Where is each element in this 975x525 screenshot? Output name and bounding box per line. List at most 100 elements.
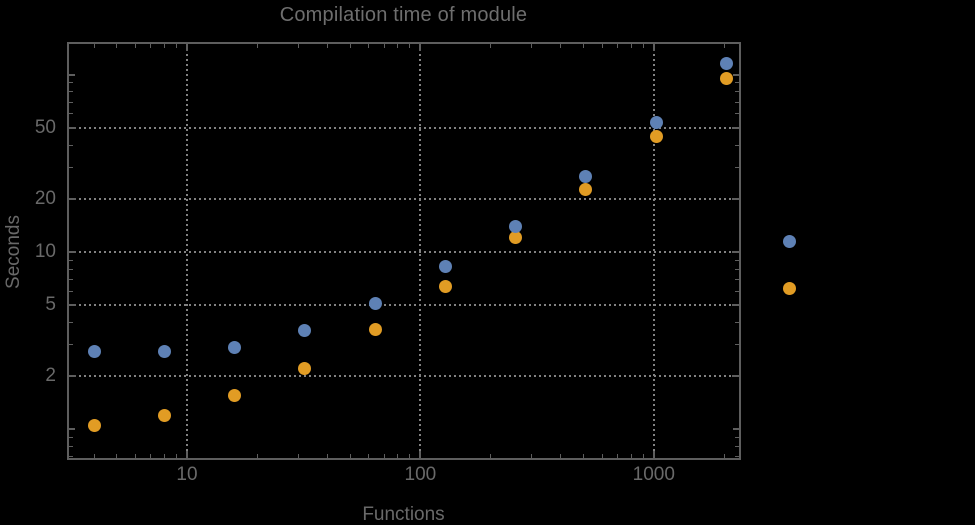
y-tick-right (732, 251, 739, 253)
y-tick-right (735, 166, 739, 168)
gridline-y-10 (69, 251, 739, 253)
y-tick-label: 2 (45, 364, 56, 386)
y-tick (69, 374, 76, 377)
y-tick (69, 322, 73, 324)
y-tick (69, 446, 73, 448)
y-tick (69, 144, 73, 146)
x-tick-label: 1000 (632, 464, 675, 485)
y-tick (69, 428, 75, 431)
y-tick-right (735, 82, 739, 84)
x-tick (583, 454, 585, 458)
data-point-series-blue (509, 219, 523, 233)
x-tick-top (134, 44, 136, 48)
legend-marker-1 (782, 234, 796, 248)
y-tick (69, 127, 76, 129)
gridline-y-2 (69, 374, 739, 377)
y-tick-right (732, 197, 739, 200)
gridline-y-20 (69, 197, 739, 200)
y-tick (69, 166, 73, 168)
y-tick (69, 73, 75, 76)
y-tick (69, 113, 73, 115)
y-tick-right (735, 91, 739, 93)
y-axis-label: Seconds (3, 215, 24, 289)
data-point-series-blue (438, 259, 452, 273)
x-tick-top (163, 44, 165, 48)
x-tick-top (652, 44, 655, 51)
x-tick (368, 454, 370, 458)
data-point-series-orange (157, 408, 171, 422)
y-tick (69, 304, 76, 307)
y-tick-right (732, 304, 739, 307)
x-tick-top (297, 44, 299, 48)
y-tick-label: 50 (34, 117, 56, 138)
x-tick (630, 454, 632, 458)
x-tick (642, 454, 644, 458)
data-point-series-orange (579, 183, 593, 197)
x-tick (93, 454, 95, 458)
y-tick (69, 101, 73, 103)
data-point-series-orange (649, 129, 663, 143)
x-tick-top (490, 44, 492, 48)
x-tick (175, 454, 177, 458)
y-tick-right (735, 268, 739, 270)
y-tick-right (735, 446, 739, 448)
x-tick-top (601, 44, 603, 48)
data-point-series-orange (719, 72, 733, 86)
data-point-series-blue (87, 344, 101, 358)
x-tick (256, 454, 258, 458)
data-point-series-orange (368, 323, 382, 337)
y-tick (69, 278, 73, 280)
y-tick-label: 5 (45, 294, 56, 316)
x-tick-top (349, 44, 351, 48)
x-tick (134, 454, 136, 458)
y-tick-right (735, 322, 739, 324)
data-point-series-blue (719, 57, 733, 71)
x-tick (327, 454, 329, 458)
y-tick (69, 456, 73, 458)
y-tick-right (733, 428, 739, 431)
y-tick-label: 10 (34, 241, 56, 262)
y-tick-right (735, 259, 739, 261)
x-tick-label: 10 (176, 464, 198, 485)
x-tick (531, 454, 533, 458)
x-tick (601, 454, 603, 458)
x-tick (116, 454, 118, 458)
x-tick-top (397, 44, 399, 48)
data-point-series-blue (298, 324, 312, 338)
x-tick-top (116, 44, 118, 48)
y-tick (69, 259, 73, 261)
x-tick-top (560, 44, 562, 48)
data-point-series-orange (298, 362, 312, 376)
x-tick-top (531, 44, 533, 48)
x-tick (490, 454, 492, 458)
data-point-series-orange (438, 279, 452, 293)
y-tick-right (735, 278, 739, 280)
x-tick-top (630, 44, 632, 48)
y-tick-right (735, 437, 739, 439)
x-tick-top (327, 44, 329, 48)
y-tick (69, 251, 76, 253)
y-tick-right (735, 456, 739, 458)
y-tick (69, 197, 76, 200)
y-tick-right (735, 290, 739, 292)
x-tick-top (583, 44, 585, 48)
data-point-series-blue (649, 115, 663, 129)
data-point-series-blue (579, 170, 593, 184)
y-tick-right (732, 374, 739, 377)
x-tick (150, 454, 152, 458)
x-tick (419, 451, 422, 458)
x-tick-top (256, 44, 258, 48)
y-tick-right (735, 113, 739, 115)
y-tick-right (735, 344, 739, 346)
x-axis-label: Functions (362, 504, 445, 525)
x-tick-top (368, 44, 370, 48)
x-tick-top (150, 44, 152, 48)
gridline-y-5 (69, 304, 739, 307)
legend-marker-2 (782, 281, 796, 295)
y-tick-right (732, 127, 739, 129)
chart-title: Compilation time of module (279, 4, 528, 26)
x-tick-top (409, 44, 411, 48)
x-tick (652, 451, 655, 458)
x-tick (349, 454, 351, 458)
